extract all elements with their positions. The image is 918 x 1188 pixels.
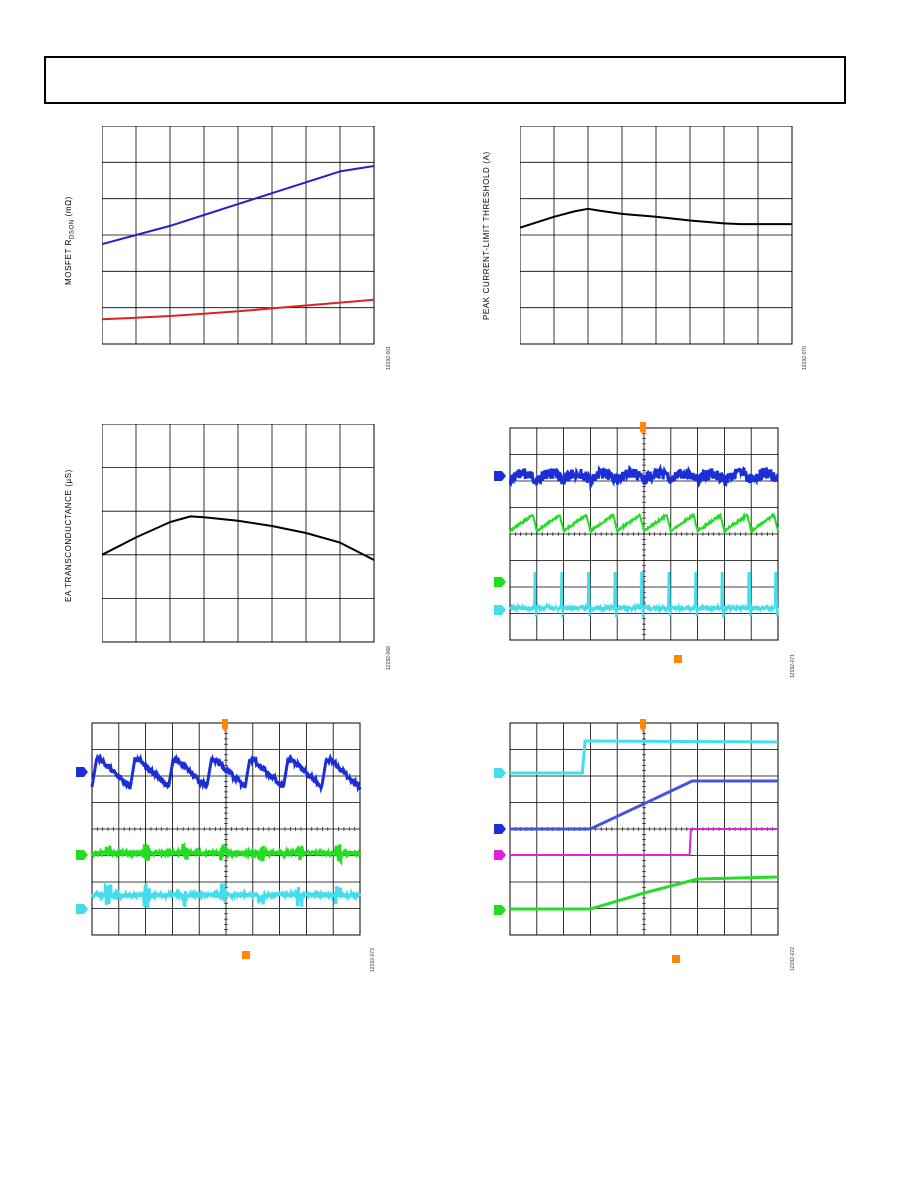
ilim-y-axis-label: PEAK CURRENT-LIMIT THRESHOLD (A) — [482, 151, 491, 320]
page-header-box — [44, 56, 846, 104]
gm-y-axis-label: EA TRANSCONDUCTANCE (µS) — [64, 469, 73, 602]
scope2-trigger-marker — [222, 719, 228, 732]
scope3-trigger-marker — [640, 719, 646, 732]
rdson-plot — [102, 126, 375, 345]
scope1-ch3-marker — [494, 605, 506, 615]
rdson-y-axis-label: MOSFET RDSON (mΩ) — [64, 196, 76, 285]
rdson-ylabel-sub: DSON — [69, 219, 76, 239]
scope3-ch4-marker — [494, 905, 506, 915]
scope2-trace-cyan — [91, 880, 362, 909]
rdson-series-red-line — [102, 298, 375, 321]
scope3-trace-cyan — [510, 739, 779, 775]
scope1-trigger-marker — [640, 422, 646, 435]
scope1-trigger-level-box — [674, 655, 682, 663]
scope2-trace-osc_blue — [90, 752, 362, 794]
scope3-trigger-level-box — [672, 955, 680, 963]
scope1-trace-osc_blue — [508, 463, 780, 492]
scope1-plot — [494, 422, 780, 663]
scope2-trace-green — [90, 841, 362, 867]
rdson-figure-id: 12192-001 — [386, 346, 392, 370]
rdson-ylabel-unit: (mΩ) — [64, 196, 73, 220]
scope3-trace-green — [510, 875, 779, 911]
scope3-ch1-marker — [494, 768, 506, 778]
scope1-figure-id: 12192-071 — [790, 654, 796, 678]
gm-plot — [102, 424, 375, 643]
scope1-trace-cyan — [509, 572, 779, 618]
gm-series-black-line — [102, 515, 375, 561]
scope1-ch1-marker — [494, 471, 506, 481]
scope2-ch2-marker — [76, 850, 88, 860]
rdson-series-blue-line — [102, 165, 375, 246]
ilim-series-black-line — [520, 207, 792, 229]
scope2-figure-id: 12192-073 — [370, 948, 376, 972]
ilim-figure-id: 12192-070 — [802, 346, 808, 370]
scope2-plot — [76, 719, 362, 959]
scope3-figure-id: 12192-072 — [790, 947, 796, 971]
scope2-trigger-level-box — [242, 951, 250, 959]
rdson-ylabel-text: MOSFET R — [64, 239, 73, 285]
scope3-trace-blue — [510, 779, 778, 831]
ilim-plot — [520, 126, 793, 345]
scope2-ch1-marker — [76, 767, 88, 777]
scope3-ch3-marker — [494, 850, 506, 860]
scope3-plot — [494, 719, 779, 963]
scope3-trace-magenta — [510, 828, 778, 856]
scope1-trace-green — [509, 511, 779, 536]
scope2-ch3-marker — [76, 904, 88, 914]
scope1-ch2-marker — [494, 577, 506, 587]
gm-figure-id: 12192-068 — [386, 646, 392, 670]
scope3-ch2-marker — [494, 824, 506, 834]
